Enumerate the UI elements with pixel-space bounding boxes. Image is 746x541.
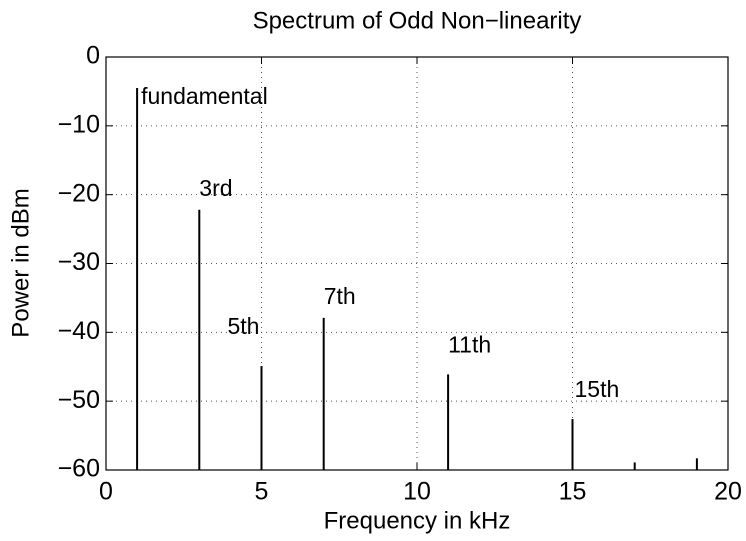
annotation: 15th <box>575 376 620 402</box>
annotation: fundamental <box>141 83 268 109</box>
annotation: 5th <box>228 313 260 339</box>
chart-title: Spectrum of Odd Non−linearity <box>253 7 582 34</box>
y-tick-label: −50 <box>58 386 100 414</box>
y-tick-label: −20 <box>58 179 100 207</box>
y-tick-label: −60 <box>58 455 100 483</box>
x-tick-label: 10 <box>403 478 431 506</box>
annotation: 3rd <box>199 175 232 201</box>
x-axis-label: Frequency in kHz <box>324 507 511 534</box>
annotation: 7th <box>324 283 356 309</box>
y-tick-label: −30 <box>58 248 100 276</box>
annotation: 11th <box>448 331 491 357</box>
x-tick-label: 0 <box>99 478 113 506</box>
y-tick-label: −10 <box>58 110 100 138</box>
x-tick-label: 15 <box>559 478 587 506</box>
plot-frame <box>105 56 729 471</box>
y-tick-label: 0 <box>86 42 100 70</box>
x-tick-label: 5 <box>255 478 269 506</box>
x-tick-label: 20 <box>714 478 742 506</box>
y-tick-label: −40 <box>58 317 100 345</box>
y-axis-label: Power in dBm <box>7 188 34 337</box>
